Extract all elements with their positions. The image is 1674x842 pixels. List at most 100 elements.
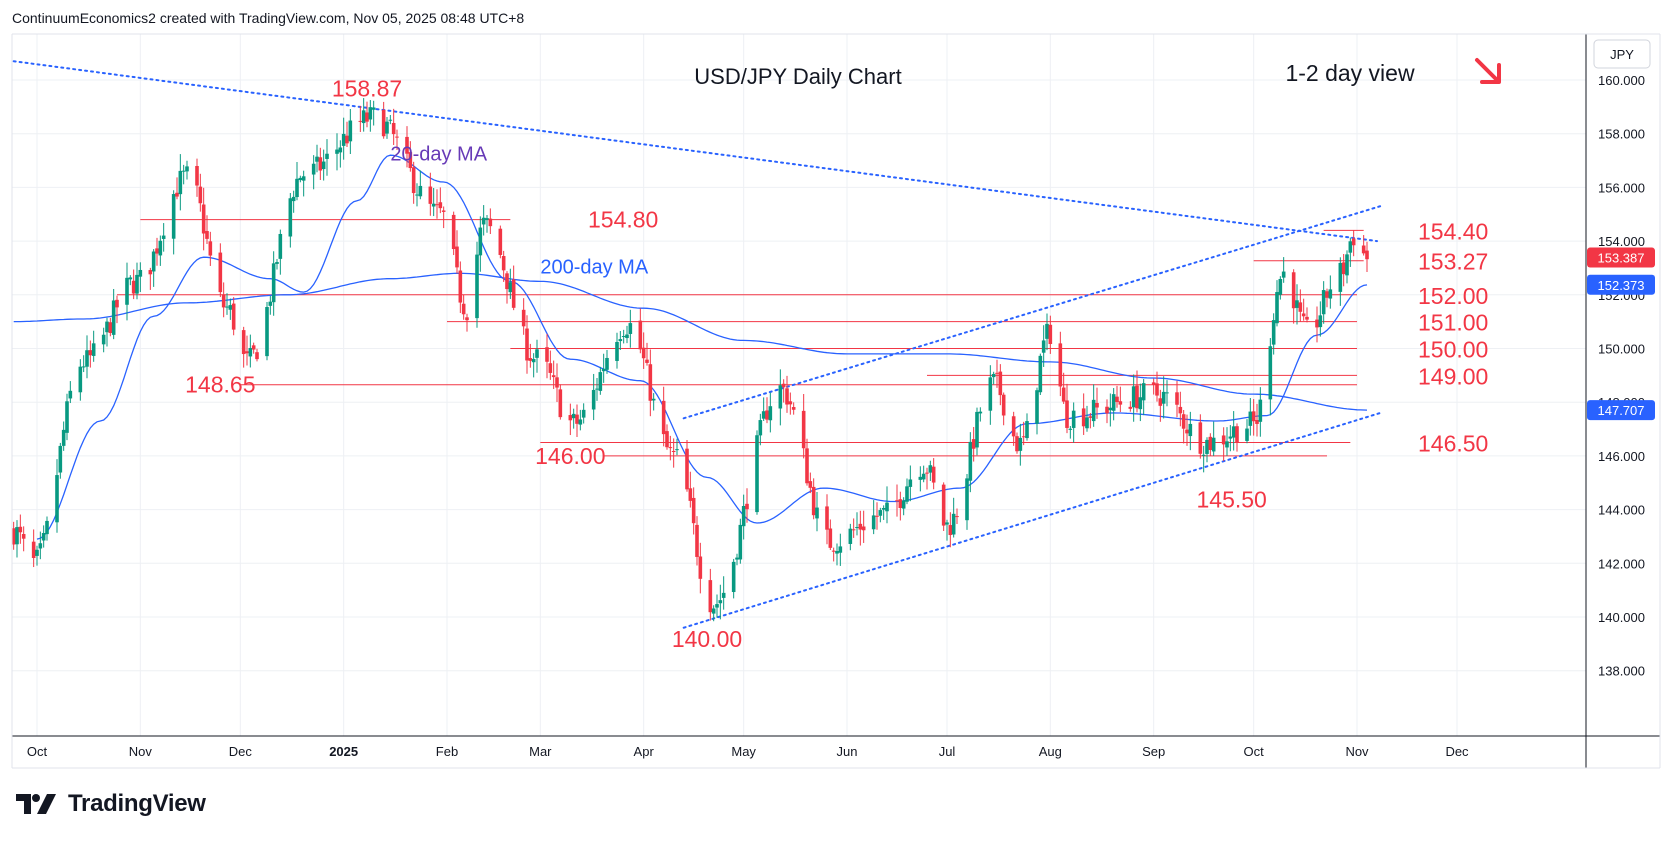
candle[interactable] (245, 335, 249, 366)
candle[interactable] (335, 133, 339, 171)
candle[interactable] (181, 164, 186, 185)
candle[interactable] (661, 386, 666, 447)
candle[interactable] (178, 154, 183, 211)
candle[interactable] (1275, 280, 1279, 327)
candle[interactable] (38, 531, 43, 560)
candle[interactable] (201, 187, 206, 251)
candle[interactable] (1235, 423, 1239, 452)
candle[interactable] (621, 329, 626, 344)
candle[interactable] (698, 542, 703, 594)
candle[interactable] (1345, 250, 1349, 284)
candle[interactable] (758, 413, 763, 446)
candle[interactable] (528, 343, 533, 368)
candle[interactable] (345, 121, 349, 148)
candle[interactable] (1118, 386, 1123, 412)
candle[interactable] (158, 235, 163, 266)
candle[interactable] (1095, 387, 1099, 419)
candle[interactable] (555, 363, 559, 402)
candle[interactable] (155, 237, 159, 266)
candle[interactable] (348, 109, 353, 154)
candle[interactable] (1245, 419, 1249, 444)
candle[interactable] (1141, 379, 1146, 416)
candle[interactable] (768, 392, 773, 433)
candle[interactable] (45, 516, 49, 541)
candle[interactable] (1338, 257, 1343, 306)
candle[interactable] (1251, 399, 1256, 436)
candle[interactable] (1068, 426, 1073, 439)
candle[interactable] (275, 258, 279, 270)
candle[interactable] (475, 241, 479, 328)
candle[interactable] (895, 484, 899, 517)
candle[interactable] (638, 308, 643, 354)
candle[interactable] (691, 487, 696, 535)
candle[interactable] (175, 177, 179, 200)
candle[interactable] (615, 332, 619, 369)
candle[interactable] (508, 268, 513, 299)
candle[interactable] (321, 149, 326, 181)
candle[interactable] (695, 516, 699, 566)
candle[interactable] (851, 518, 856, 538)
candle[interactable] (965, 473, 969, 530)
candle[interactable] (1278, 276, 1283, 300)
candle[interactable] (901, 497, 906, 516)
candle[interactable] (1281, 257, 1286, 283)
candle[interactable] (11, 521, 16, 550)
candle[interactable] (248, 334, 253, 368)
candle[interactable] (501, 250, 506, 282)
candle[interactable] (325, 139, 329, 176)
candle[interactable] (381, 101, 386, 139)
candle[interactable] (418, 170, 423, 200)
candle[interactable] (208, 231, 213, 266)
candle[interactable] (231, 297, 236, 336)
candle[interactable] (1128, 401, 1133, 412)
candle[interactable] (1181, 409, 1186, 444)
candle[interactable] (645, 342, 649, 366)
candle[interactable] (435, 189, 439, 219)
candle[interactable] (481, 205, 486, 236)
candle[interactable] (628, 309, 633, 348)
candle[interactable] (1298, 289, 1303, 322)
candle[interactable] (1221, 427, 1226, 462)
candle[interactable] (521, 298, 526, 335)
candle[interactable] (371, 100, 376, 126)
candle[interactable] (1175, 380, 1179, 418)
candle[interactable] (648, 349, 653, 417)
candle[interactable] (745, 488, 749, 523)
candle[interactable] (591, 373, 596, 421)
candle[interactable] (1038, 353, 1043, 395)
candle[interactable] (271, 251, 276, 316)
candle[interactable] (1228, 425, 1233, 452)
candle[interactable] (221, 282, 226, 318)
candle[interactable] (1041, 325, 1046, 367)
candle[interactable] (18, 514, 23, 544)
candle[interactable] (688, 471, 693, 508)
candle[interactable] (991, 371, 996, 385)
candle[interactable] (928, 460, 933, 481)
candle[interactable] (405, 126, 409, 168)
candle[interactable] (438, 187, 443, 214)
candle[interactable] (1205, 437, 1209, 463)
candle[interactable] (61, 421, 66, 451)
candle[interactable] (835, 543, 839, 566)
candle[interactable] (825, 494, 829, 545)
candle[interactable] (241, 326, 246, 368)
candle[interactable] (1048, 315, 1053, 354)
candle[interactable] (975, 407, 979, 456)
candle[interactable] (811, 478, 816, 520)
candle[interactable] (148, 267, 153, 290)
candle[interactable] (551, 360, 556, 389)
candle[interactable] (1001, 392, 1006, 426)
candle[interactable] (408, 141, 413, 172)
candle[interactable] (251, 342, 256, 354)
candle[interactable] (301, 170, 306, 197)
candle[interactable] (605, 349, 609, 374)
candle[interactable] (1071, 402, 1076, 443)
candle[interactable] (1255, 403, 1259, 437)
candle[interactable] (805, 438, 809, 486)
candle[interactable] (1305, 307, 1309, 323)
candle[interactable] (715, 594, 719, 618)
candle[interactable] (1341, 254, 1346, 287)
candle[interactable] (1318, 301, 1323, 337)
candle[interactable] (595, 378, 599, 401)
candle[interactable] (861, 510, 866, 543)
